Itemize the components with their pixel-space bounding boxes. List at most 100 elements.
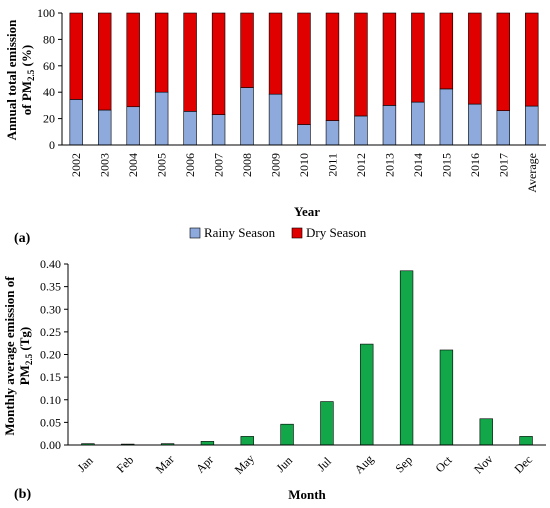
panel-a-y-tick-label: 100: [37, 6, 55, 20]
panel-b-bar: [479, 418, 493, 446]
panel-b-y-tick-label: 0.10: [40, 393, 61, 407]
panel-a-legend-swatch: [189, 227, 201, 239]
panel-a-bar-rainy: [354, 115, 368, 146]
panel-a-y-tick-label: 80: [43, 32, 55, 46]
panel-b-y-label-line1: Monthly average emission of: [2, 276, 17, 436]
panel-a-bar-dry: [183, 12, 197, 112]
panel-a-x-tick-label: 2003: [98, 153, 112, 177]
panel-b-bar: [280, 423, 294, 446]
panel-b-bar: [399, 270, 414, 446]
panel-a-bar-dry: [268, 12, 283, 95]
panel-b-bar: [240, 436, 254, 446]
panel-b-bar: [439, 349, 454, 446]
panel-b-x-tick-label: Mar: [153, 452, 177, 476]
panel-b-bar: [519, 436, 533, 446]
panel-b-x-tick-label: Sep: [392, 453, 415, 476]
panel-a-bar-dry: [325, 12, 340, 121]
panel-a-x-tick-label: 2016: [468, 153, 482, 177]
panel-a-x-tick-label: 2009: [269, 153, 283, 177]
panel-b-y-tick-label: 0.00: [40, 438, 61, 452]
panel-a-y-tick-label: 60: [43, 59, 55, 73]
panel-b-bar: [360, 343, 374, 446]
panel-a-bar-dry: [468, 12, 482, 105]
panel-a-bar-rainy: [154, 91, 169, 146]
panel-a-bar-dry: [525, 12, 539, 107]
panel-a-legend-label: Dry Season: [306, 225, 367, 240]
panel-b-y-tick-label: 0.05: [40, 415, 61, 429]
panel-a-bar-rainy: [69, 99, 83, 146]
panel-a-bar-dry: [98, 12, 112, 111]
panel-a-x-tick-label: 2008: [240, 153, 254, 177]
panel-a-x-tick-label: 2005: [155, 153, 169, 177]
panel-a-x-tick-label: 2011: [325, 153, 339, 177]
panel-a-bar-dry: [496, 12, 511, 111]
panel-a-bar-dry: [154, 12, 169, 93]
panel-b-y-tick-label: 0.40: [40, 257, 61, 271]
panel-b-x-tick-label: Jun: [273, 453, 295, 475]
panel-a-label: (a): [14, 231, 31, 246]
panel-a-x-tick-label: 2013: [382, 153, 396, 177]
panel-a-bar-rainy: [525, 105, 539, 146]
panel-a-x-tick-label: 2012: [354, 153, 368, 177]
panel-a-bar-rainy: [468, 103, 482, 146]
panel-b-x-tick-label: Apr: [193, 453, 216, 476]
panel-a-x-tick-label: 2007: [212, 153, 226, 177]
panel-a-bar-rainy: [268, 93, 283, 146]
panel-a-stacked-bar-chart: 0 20 40 60 80 100 2002 2003 2004 2005 2006 2007 2008…: [37, 6, 546, 193]
panel-b-x-tick-label: Jan: [74, 454, 95, 475]
panel-b-x-tick-label: Aug: [352, 452, 377, 477]
panel-b-x-tick-label: Dec: [511, 452, 535, 476]
panel-a-x-tick-label: 2015: [439, 153, 453, 177]
panel-a-legend-swatch: [291, 227, 303, 239]
panel-a-y-tick-label: 0: [49, 138, 55, 152]
panel-a-y-axis-label: Annual total emission of PM2.5 (%): [4, 19, 36, 140]
panel-a-bar-rainy: [439, 88, 454, 146]
panel-a-bar-dry: [439, 12, 454, 90]
panel-a-y-label-line2: of PM2.5 (%): [19, 45, 36, 115]
panel-b-x-tick-label: Nov: [471, 452, 496, 477]
panel-a-x-tick-label: 2004: [126, 153, 140, 177]
panel-b-x-tick-label: Oct: [433, 453, 456, 476]
panel-b-x-axis-label: Month: [288, 487, 326, 502]
panel-a-legend: Rainy Season Dry Season: [189, 225, 367, 240]
panel-a-bar-rainy: [496, 110, 511, 146]
panel-b-bar: [320, 401, 334, 446]
panel-a-bar-rainy: [297, 124, 311, 146]
panel-a-y-tick-label: 20: [43, 112, 55, 126]
panel-a-y-tick-label: 40: [43, 85, 55, 99]
panel-b-y-tick-label: 0.20: [40, 348, 61, 362]
panel-a-bar-dry: [240, 12, 254, 88]
panel-b-x-tick-label: Jul: [314, 454, 334, 474]
panel-a-x-tick-label: 2010: [297, 153, 311, 177]
panel-a-x-tick-label: 2017: [496, 153, 510, 177]
panel-a-bar-dry: [69, 12, 83, 100]
panel-b-y-tick-label: 0.35: [40, 280, 61, 294]
panel-a-x-tick-label: 2002: [69, 153, 83, 177]
panel-a-bar-dry: [411, 12, 425, 103]
panel-a-bar-rainy: [183, 111, 197, 146]
panel-a-bar-rainy: [382, 105, 397, 146]
panel-a-legend-label: Rainy Season: [204, 225, 276, 240]
panel-a-bar-rainy: [126, 106, 140, 146]
panel-a-bar-dry: [126, 12, 140, 108]
panel-b-y-tick-label: 0.30: [40, 302, 61, 316]
panel-b-y-tick-label: 0.15: [40, 370, 61, 384]
panel-a-y-label-line1: Annual total emission: [4, 19, 19, 140]
panel-a-x-tick-label: 2006: [183, 153, 197, 177]
panel-a-bar-dry: [354, 12, 368, 117]
panel-a-x-tick-label: Average: [525, 153, 539, 193]
panel-a-bar-dry: [297, 12, 311, 125]
panel-a-bar-rainy: [325, 120, 340, 146]
panel-b-bar-chart: 0.00 0.05 0.10 0.15 0.20 0.25 0.30 0.35 0.40 Jan F…: [40, 257, 546, 477]
panel-b-bar: [200, 441, 215, 446]
panel-a-x-tick-label: 2014: [411, 153, 425, 177]
panel-a-bar-rainy: [98, 109, 112, 146]
panel-a-bar-dry: [211, 12, 226, 115]
panel-a-bar-rainy: [211, 114, 226, 146]
panel-b-y-tick-label: 0.25: [40, 325, 61, 339]
panel-b-label: (b): [14, 487, 31, 502]
panel-b-y-label-line2: PM2.5 (Tg): [17, 327, 34, 386]
panel-b-x-tick-label: Feb: [114, 453, 137, 476]
panel-a-bar-dry: [382, 12, 397, 106]
